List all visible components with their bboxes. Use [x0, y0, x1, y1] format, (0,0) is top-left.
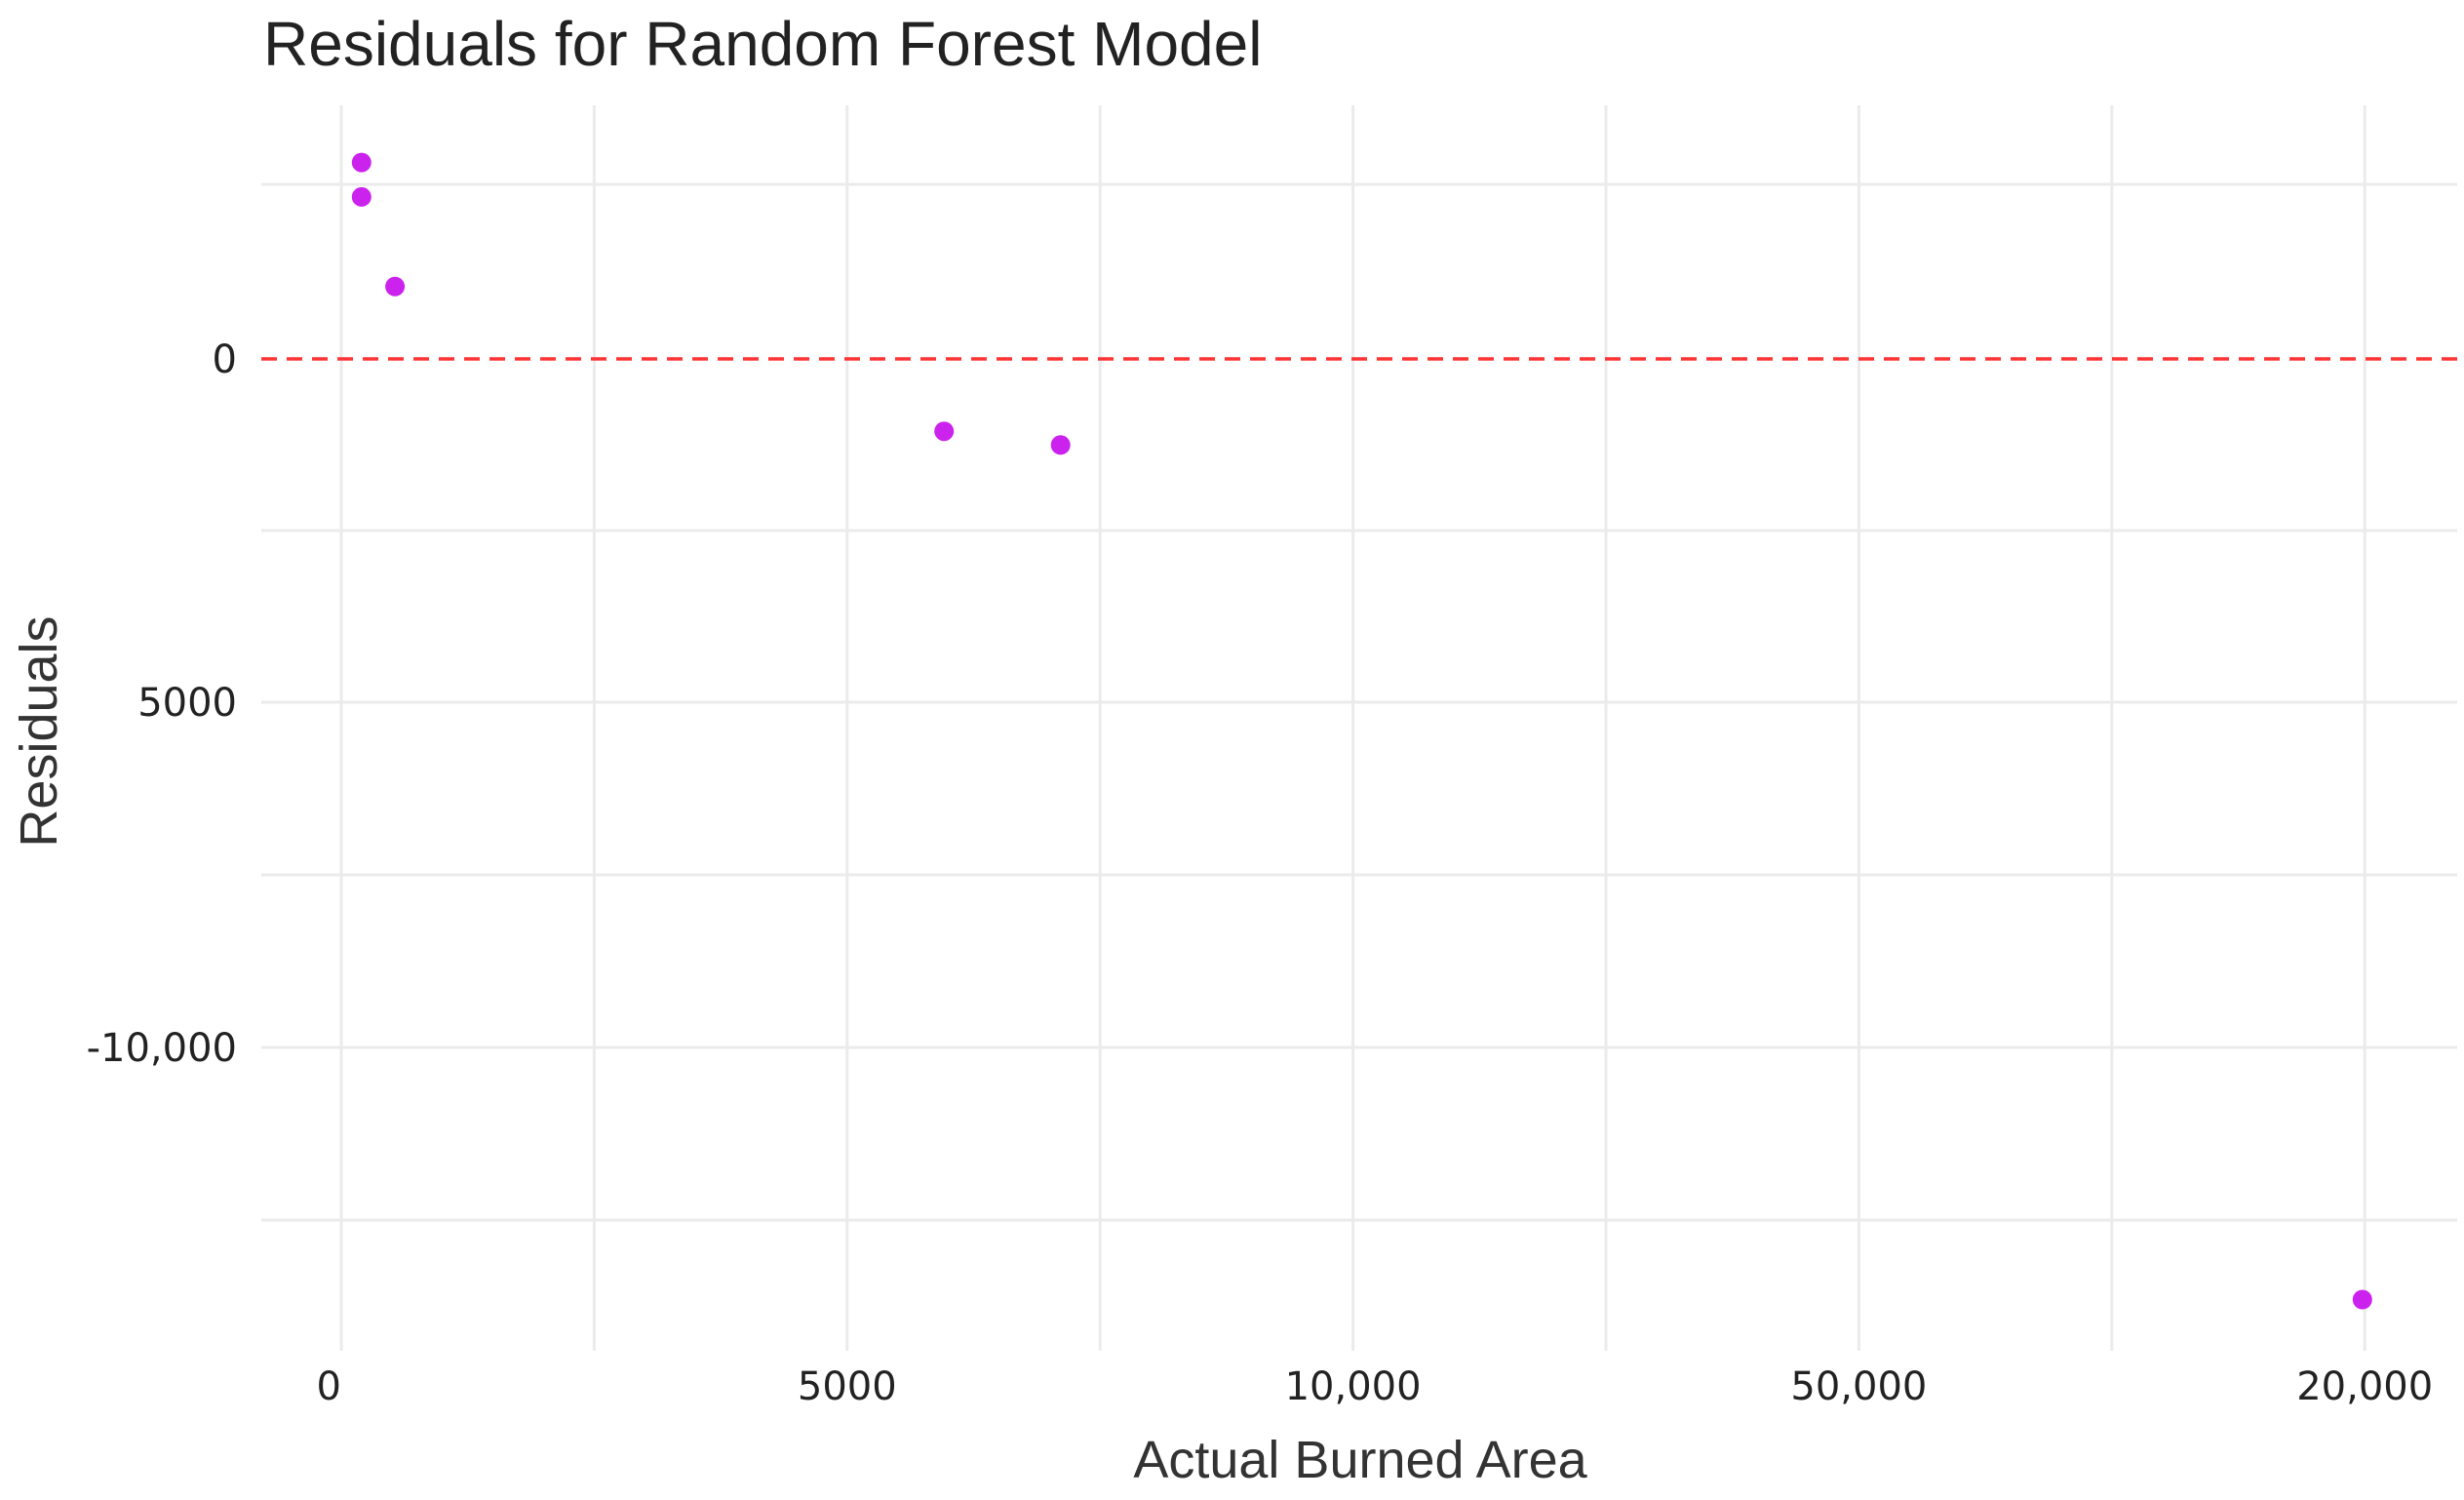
- x-tick-label: 5000: [798, 1364, 897, 1409]
- data-point: [2352, 1289, 2372, 1310]
- x-axis-tick-labels: 0 5000 10,000 50,000 20,000: [317, 1364, 2434, 1409]
- data-point: [351, 152, 372, 173]
- x-axis-title: Actual Burned Area: [1133, 1431, 1587, 1489]
- data-point: [351, 186, 372, 207]
- y-tick-label: -10,000: [87, 1026, 237, 1071]
- gridlines: [261, 105, 2457, 1351]
- data-point: [1050, 435, 1071, 455]
- data-point: [934, 421, 955, 442]
- chart-title: Residuals for Random Forest Model: [263, 9, 1263, 79]
- x-tick-label: 0: [317, 1364, 341, 1409]
- x-tick-label: 20,000: [2296, 1364, 2433, 1409]
- data-points: [351, 152, 2372, 1310]
- y-axis-title: Residuals: [10, 615, 68, 847]
- x-tick-label: 50,000: [1790, 1364, 1927, 1409]
- data-point: [385, 276, 406, 296]
- y-tick-label: 0: [213, 337, 237, 382]
- y-axis-tick-labels: 0 5000 -10,000: [87, 337, 237, 1071]
- y-tick-label: 5000: [137, 681, 237, 726]
- x-tick-label: 10,000: [1285, 1364, 1422, 1409]
